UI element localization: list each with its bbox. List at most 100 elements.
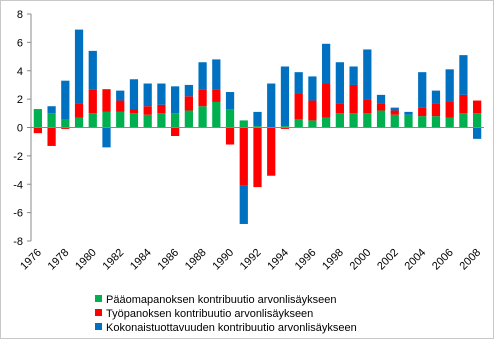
bar-segment [143, 106, 152, 115]
bar-segment [47, 106, 56, 114]
bar-segment [143, 83, 152, 107]
bar-segment [74, 117, 84, 128]
bar-segment [129, 113, 139, 128]
bar-segment [322, 117, 331, 128]
bar-segment [198, 89, 207, 107]
legend-swatch [95, 309, 102, 316]
bar-segment [253, 127, 262, 188]
bar-segment [335, 113, 344, 128]
bar-segment [88, 89, 97, 114]
bar-segment [225, 127, 235, 145]
bar-segment [102, 89, 111, 112]
bar-segment [253, 126, 262, 128]
bar-segment [294, 118, 303, 128]
bar-segment [212, 89, 221, 102]
y-tick-label: 2 [17, 94, 23, 106]
bar-segment [459, 55, 468, 95]
bar-segment [129, 109, 139, 114]
bar-segment [143, 114, 152, 128]
bar-segment [239, 120, 248, 128]
bar-segment [157, 83, 166, 105]
bar-segment [61, 127, 70, 129]
bar-segment [239, 127, 248, 186]
bar-segment [294, 93, 303, 119]
bar-segment [376, 103, 386, 111]
bar-segment [349, 66, 358, 85]
bar-segment [184, 110, 193, 128]
bar-segment [102, 127, 111, 148]
y-tick-label: -4 [13, 179, 23, 191]
y-tick-label: -8 [13, 236, 23, 248]
bar-segment [157, 104, 166, 114]
bar-segment [431, 90, 441, 104]
bar-segment [280, 127, 290, 129]
legend-label: Työpanoksen kontribuutio arvonlisäykseen [106, 308, 313, 320]
bar-segment [33, 127, 42, 134]
bar-segment [431, 103, 441, 117]
bar-segment [267, 83, 276, 128]
bar-segment [390, 110, 399, 115]
bar-segment [171, 86, 180, 114]
bar-segment [459, 113, 468, 128]
y-tick-label: 0 [17, 123, 23, 135]
bar-segment [473, 127, 482, 139]
bar-segment [445, 101, 454, 118]
legend-swatch [95, 323, 102, 330]
bar-segment [349, 113, 358, 128]
bar-segment [47, 113, 56, 128]
bar-segment [253, 111, 262, 127]
bar-segment [376, 94, 386, 104]
bar-segment [74, 29, 84, 104]
bar-segment [280, 126, 290, 128]
bar-segment [473, 113, 482, 128]
bar-segment [47, 127, 56, 146]
y-tick-label: 6 [17, 37, 23, 49]
bar-segment [418, 107, 427, 117]
bar-segment [184, 96, 193, 111]
bar-segment [308, 76, 317, 101]
bar-segment [74, 103, 84, 118]
bar-segment [61, 118, 70, 128]
bar-segment [363, 113, 372, 128]
legend-label: Pääomapanoksen kontribuutio arvonlisäyks… [106, 294, 337, 306]
bar-segment [171, 127, 180, 137]
bar-segment [376, 110, 386, 128]
bar-segment [390, 107, 399, 111]
bar-segment [280, 66, 290, 127]
bar-segment [61, 80, 70, 119]
bar-segment [349, 84, 358, 114]
bar-segment [404, 114, 413, 128]
bar-segment [445, 69, 454, 102]
bar-segment [418, 72, 427, 108]
y-tick-label: -6 [13, 208, 23, 220]
y-tick-label: 4 [17, 66, 23, 78]
bar-segment [116, 90, 125, 101]
y-tick-label: -2 [13, 151, 23, 163]
bar-segment [212, 101, 221, 128]
bar-segment [267, 127, 276, 176]
bar-segment [308, 120, 317, 128]
bar-segment [129, 79, 139, 110]
bar-segment [225, 109, 235, 128]
bar-segment [225, 92, 235, 110]
bar-segment [390, 114, 399, 128]
bar-segment [157, 113, 166, 128]
bar-segment [239, 185, 248, 224]
legend-label: Kokonaistuottavuuden kontribuutio arvonl… [106, 322, 357, 334]
bar-segment [198, 106, 207, 128]
bar-segment [322, 83, 331, 118]
legend-swatch [95, 295, 102, 302]
bar-segment [418, 116, 427, 128]
y-tick-label: 8 [17, 9, 23, 21]
bar-segment [473, 100, 482, 114]
bar-segment [102, 111, 111, 128]
bar-segment [171, 113, 180, 128]
bar-segment [445, 117, 454, 128]
bar-segment [33, 109, 42, 128]
bar-segment [116, 100, 125, 112]
bar-segment [363, 49, 372, 100]
bar-segment [459, 94, 468, 114]
bar-segment [184, 84, 193, 97]
bar-segment [116, 111, 125, 128]
bar-segment [88, 50, 97, 90]
